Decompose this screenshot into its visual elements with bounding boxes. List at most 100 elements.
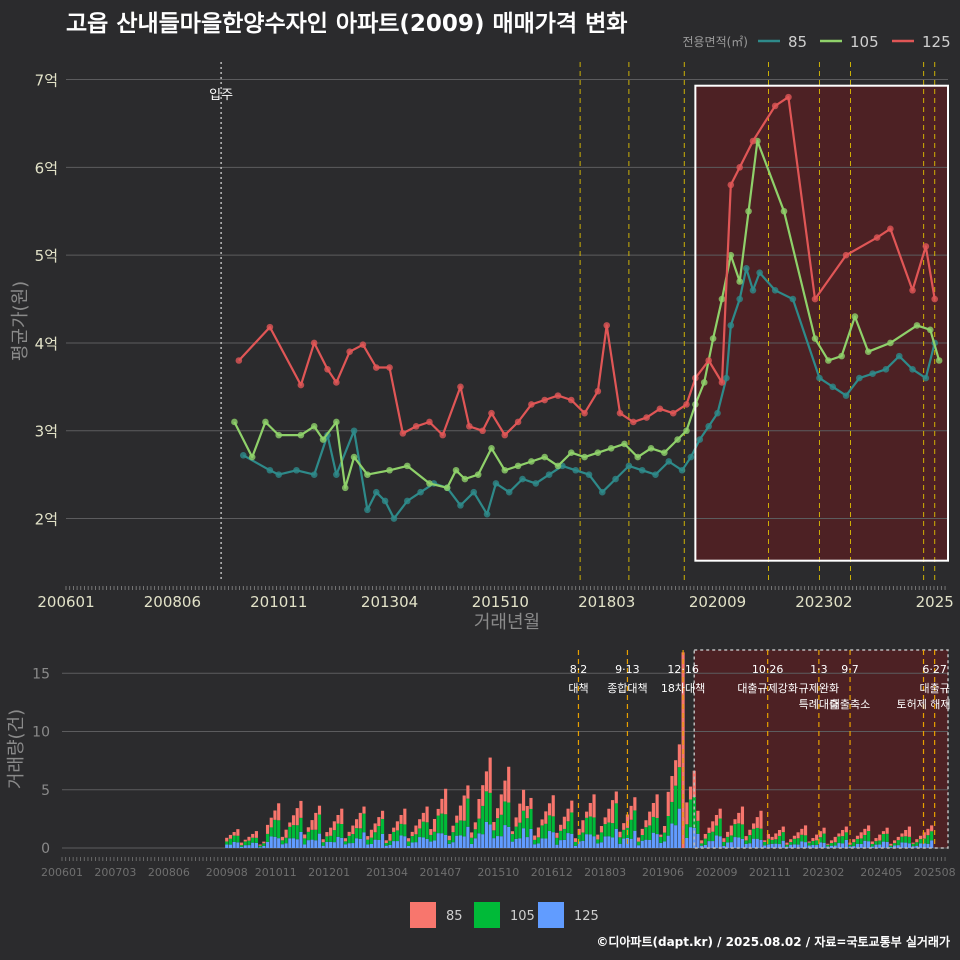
- volume-bar-85: [362, 806, 366, 814]
- volume-bar-85: [303, 834, 307, 839]
- volume-bar-105: [477, 818, 481, 834]
- volume-bar-105: [466, 798, 470, 827]
- volume-bar-105: [544, 823, 548, 839]
- volume-bar-125: [867, 841, 871, 848]
- policy-date-label: 1·3: [810, 663, 828, 676]
- volume-bar-105: [295, 825, 299, 840]
- volume-bar-85: [622, 823, 626, 830]
- volume-bar-125: [314, 840, 318, 848]
- volume-bar-125: [674, 825, 678, 848]
- volume-bar-105: [492, 830, 496, 839]
- volume-bar-85: [759, 810, 763, 829]
- volume-bar-105: [614, 803, 618, 829]
- volume-bar-105: [447, 840, 451, 844]
- data-point-125: [567, 396, 575, 404]
- volume-bar-85: [521, 789, 526, 811]
- data-point-85: [310, 471, 318, 478]
- volume-bar-85: [466, 785, 470, 799]
- volume-bar-85: [900, 833, 904, 837]
- volume-bar-85: [763, 840, 767, 842]
- data-point-125: [603, 322, 611, 329]
- data-point-85: [816, 374, 823, 382]
- volume-bar-85: [484, 771, 489, 792]
- volume-bar-125: [581, 840, 585, 848]
- volume-bar-105: [722, 841, 726, 846]
- data-point-125: [528, 401, 535, 408]
- data-point-105: [554, 462, 562, 470]
- volume-bar-105: [700, 843, 704, 846]
- volume-bar-105: [585, 817, 589, 835]
- volume-bar-125: [340, 837, 344, 848]
- data-point-105: [488, 445, 495, 452]
- data-point-85: [293, 466, 300, 474]
- volume-bar-85: [470, 832, 474, 838]
- data-point-105: [386, 466, 393, 474]
- data-point-85: [771, 286, 779, 294]
- data-point-125: [683, 401, 690, 408]
- volume-bar-105: [770, 839, 774, 844]
- volume-bar-125: [239, 846, 244, 848]
- policy-label-2: 토허제 해제: [896, 697, 950, 711]
- volume-bar-85: [752, 823, 756, 829]
- volume-bar-85: [477, 799, 481, 819]
- data-point-105: [319, 436, 327, 443]
- volume-bar-125: [406, 845, 411, 848]
- volume-bar-105: [251, 837, 255, 843]
- volume-bar-105: [829, 843, 834, 846]
- volume-bar-105: [648, 825, 652, 840]
- volume-bar-85: [418, 819, 422, 829]
- volume-bar-105: [239, 845, 244, 847]
- data-point-125: [705, 357, 712, 364]
- data-point-125: [372, 364, 380, 371]
- volume-bar-85: [392, 827, 396, 832]
- data-point-125: [399, 430, 407, 437]
- volume-bar-105: [306, 831, 310, 841]
- policy-label: 대책: [568, 682, 588, 695]
- data-point-85: [403, 497, 411, 505]
- volume-bar-85: [729, 825, 733, 836]
- volume-bar-85: [596, 834, 600, 840]
- volume-bar-105: [336, 823, 340, 837]
- volume-bar-85: [533, 835, 537, 840]
- volume-bar-105: [896, 840, 900, 846]
- data-point-105: [736, 278, 743, 285]
- volume-bar-105: [562, 828, 566, 840]
- volume-bar-85: [588, 802, 592, 817]
- volume-bar-125: [740, 838, 745, 848]
- volume-bar-105: [826, 844, 830, 847]
- volume-bar-105: [559, 830, 563, 841]
- volume-bar-85: [740, 806, 745, 825]
- volume-x-tick-label: 202405: [860, 866, 902, 879]
- volume-bar-105: [822, 833, 826, 843]
- volume-bar-125: [325, 841, 329, 848]
- volume-bar-125: [336, 836, 340, 848]
- legend-label-85: 85: [788, 33, 807, 51]
- volume-bar-85: [377, 817, 381, 827]
- volume-bar-125: [859, 843, 863, 848]
- volume-bar-105: [421, 821, 425, 838]
- volume-bar-125: [492, 838, 496, 848]
- data-point-125: [643, 414, 650, 421]
- data-point-85: [457, 502, 464, 509]
- volume-bar-125: [432, 840, 437, 848]
- volume-bar-85: [666, 791, 670, 816]
- volume-bar-85: [755, 817, 759, 828]
- data-point-85: [470, 488, 478, 496]
- volume-bar-105: [470, 837, 474, 844]
- volume-bar-105: [855, 838, 860, 844]
- volume-bar-105: [243, 841, 247, 846]
- volume-bar-125: [892, 845, 897, 848]
- volume-bar-105: [329, 835, 333, 842]
- volume-bar-105: [299, 817, 303, 832]
- volume-bar-105: [262, 843, 266, 846]
- data-point-85: [869, 370, 876, 377]
- volume-bar-105: [718, 818, 722, 837]
- volume-bar-125: [351, 843, 355, 848]
- volume-bar-105: [291, 825, 296, 839]
- volume-highlight-box: [693, 649, 949, 849]
- x-tick-label: 2025: [916, 593, 954, 611]
- volume-legend-key-125: [538, 902, 564, 928]
- data-point-125: [931, 295, 939, 303]
- volume-bar-125: [807, 845, 811, 848]
- volume-bar-85: [540, 819, 544, 826]
